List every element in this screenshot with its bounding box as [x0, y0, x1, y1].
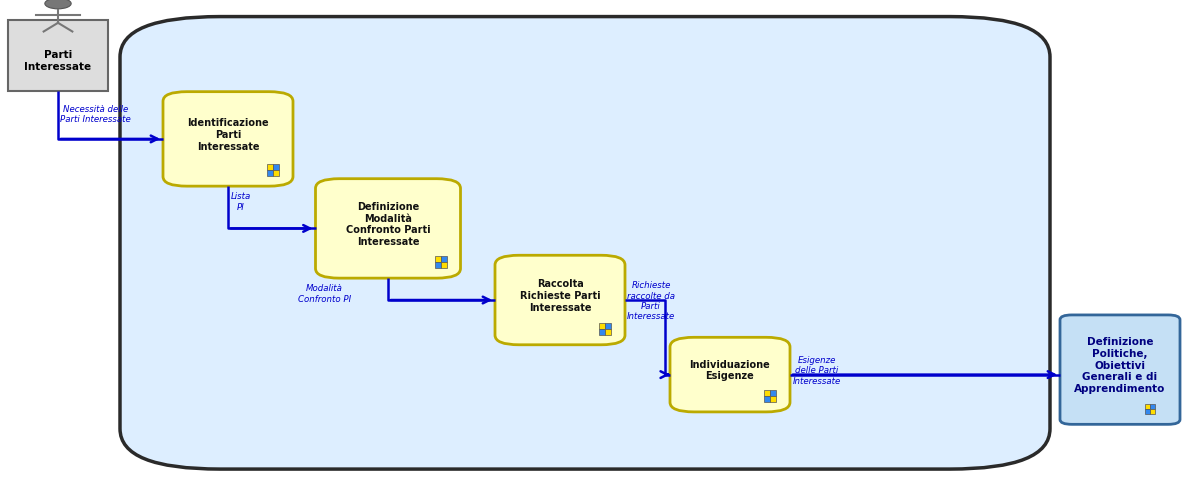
Bar [1145, 405, 1151, 409]
Circle shape [44, 0, 71, 10]
Bar [764, 390, 770, 396]
FancyBboxPatch shape [1060, 315, 1180, 424]
Bar [273, 171, 279, 177]
FancyBboxPatch shape [8, 20, 108, 92]
Text: Parti
Interessate: Parti Interessate [24, 50, 92, 72]
Bar [273, 165, 279, 171]
Bar [434, 257, 440, 263]
Bar [770, 396, 776, 402]
Bar [440, 257, 446, 263]
Text: Esigenze
delle Parti
Interessate: Esigenze delle Parti Interessate [793, 355, 841, 385]
FancyBboxPatch shape [495, 256, 626, 345]
Bar [434, 263, 440, 269]
Bar [599, 329, 605, 335]
Bar [267, 165, 273, 171]
FancyBboxPatch shape [120, 17, 1050, 469]
Text: Individuazione
Esigenze: Individuazione Esigenze [690, 359, 770, 380]
Text: Modalità
Confronto PI: Modalità Confronto PI [298, 284, 352, 303]
FancyBboxPatch shape [316, 179, 460, 279]
Bar [605, 323, 611, 329]
Bar [599, 323, 605, 329]
Bar [1145, 409, 1151, 414]
Bar [440, 263, 446, 269]
Bar [605, 329, 611, 335]
Bar [1151, 409, 1155, 414]
Text: Richieste
raccolte da
Parti
Interessate: Richieste raccolte da Parti Interessate [627, 281, 676, 321]
Bar [1151, 405, 1155, 409]
FancyBboxPatch shape [163, 92, 293, 187]
Text: Necessità delle
Parti Interessate: Necessità delle Parti Interessate [60, 105, 130, 124]
Text: Raccolta
Richieste Parti
Interessate: Raccolta Richieste Parti Interessate [520, 279, 600, 312]
Text: Lista
PI: Lista PI [231, 192, 251, 211]
Bar [770, 390, 776, 396]
Text: Identificazione
Parti
Interessate: Identificazione Parti Interessate [188, 118, 269, 151]
Bar [764, 396, 770, 402]
FancyBboxPatch shape [670, 338, 791, 412]
Text: Definizione
Politiche,
Obiettivi
Generali e di
Apprendimento: Definizione Politiche, Obiettivi General… [1074, 337, 1166, 393]
Text: Definizione
Modalità
Confronto Parti
Interessate: Definizione Modalità Confronto Parti Int… [346, 202, 431, 246]
Bar [267, 171, 273, 177]
